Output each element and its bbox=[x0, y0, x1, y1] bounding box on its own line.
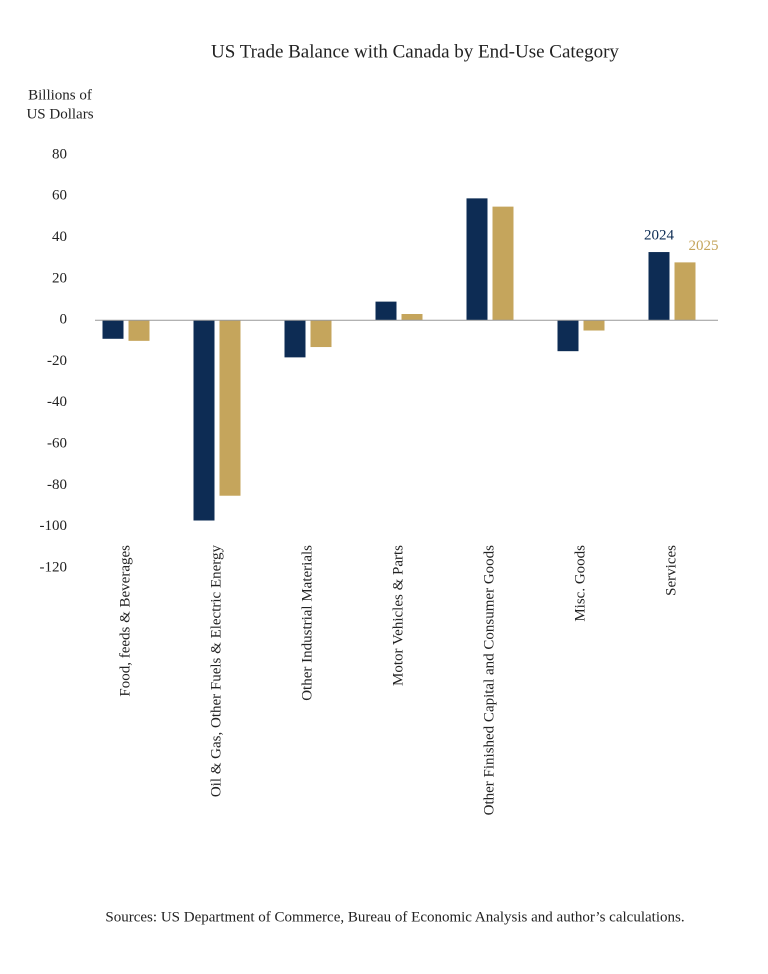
x-tick-label: Misc. Goods bbox=[572, 545, 588, 622]
y-tick-label: 0 bbox=[60, 312, 68, 328]
x-tick-label: Motor Vehicles & Parts bbox=[390, 545, 406, 686]
y-axis-label: Billions of bbox=[28, 87, 92, 103]
bar bbox=[401, 314, 423, 321]
bar bbox=[674, 262, 696, 321]
x-tick-label: Other Finished Capital and Consumer Good… bbox=[481, 545, 497, 816]
x-tick-label: Food, feeds & Beverages bbox=[117, 545, 133, 697]
y-axis-label: US Dollars bbox=[26, 106, 93, 122]
bar bbox=[219, 320, 241, 496]
y-tick-label: -80 bbox=[47, 477, 67, 493]
bar bbox=[375, 301, 397, 321]
bar bbox=[583, 320, 605, 331]
y-tick-label: 20 bbox=[52, 270, 67, 286]
y-tick-label: 80 bbox=[52, 146, 67, 162]
y-tick-label: -120 bbox=[40, 559, 68, 575]
bar bbox=[128, 320, 150, 341]
y-tick-label: 60 bbox=[52, 188, 67, 204]
bar bbox=[193, 320, 215, 521]
x-tick-label: Other Industrial Materials bbox=[299, 545, 315, 701]
y-tick-label: -40 bbox=[47, 394, 67, 410]
legend-label: 2025 bbox=[689, 238, 719, 254]
y-tick-label: -20 bbox=[47, 353, 67, 369]
bar bbox=[466, 198, 488, 321]
chart-title: US Trade Balance with Canada by End-Use … bbox=[211, 41, 619, 62]
bar bbox=[557, 320, 579, 352]
y-tick-label: -60 bbox=[47, 436, 67, 452]
y-tick-label: -100 bbox=[40, 518, 68, 534]
legend-label: 2024 bbox=[644, 227, 675, 243]
bar bbox=[648, 252, 670, 321]
x-tick-label: Oil & Gas, Other Fuels & Electric Energy bbox=[208, 545, 224, 798]
bar bbox=[102, 320, 124, 339]
bar bbox=[492, 206, 514, 321]
y-tick-label: 40 bbox=[52, 229, 67, 245]
bar bbox=[310, 320, 332, 348]
x-tick-label: Services bbox=[663, 545, 679, 596]
source-note: Sources: US Department of Commerce, Bure… bbox=[105, 909, 684, 925]
bar bbox=[284, 320, 306, 358]
